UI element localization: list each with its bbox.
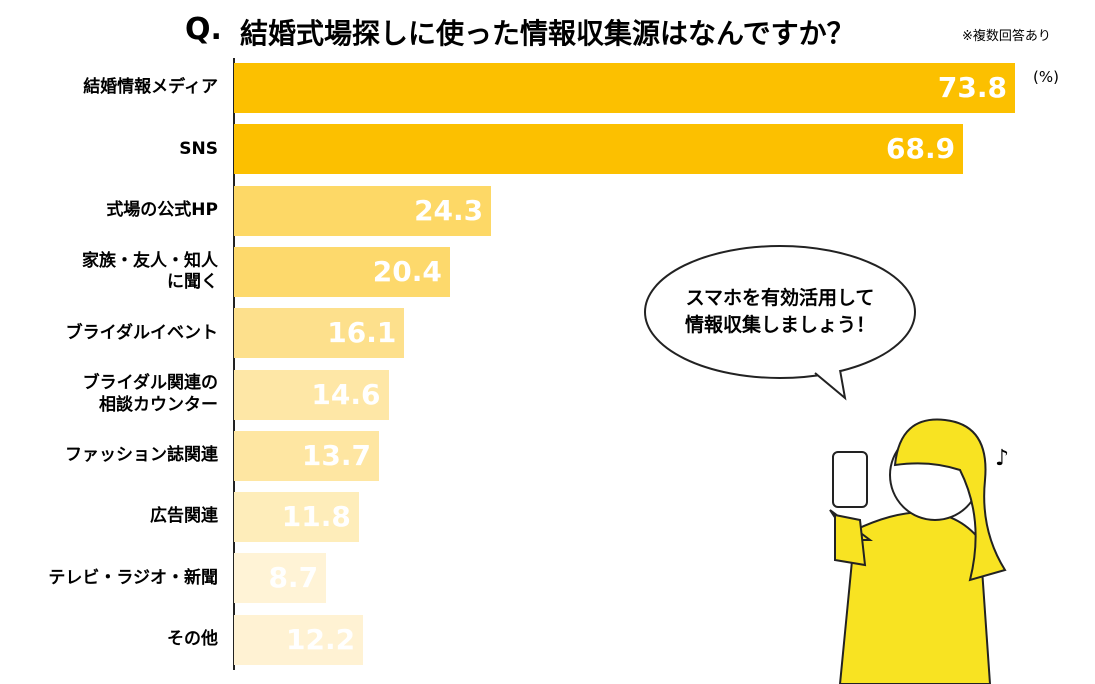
category-label: 結婚情報メディア <box>83 77 218 98</box>
bar <box>234 124 964 175</box>
bar <box>234 553 327 604</box>
value-label: 14.6 <box>311 377 381 411</box>
bubble-tail <box>814 369 847 401</box>
value-label: 73.8 <box>937 71 1007 104</box>
value-label: 11.8 <box>281 500 351 534</box>
value-label: 20.4 <box>372 254 442 288</box>
value-label: 13.7 <box>301 438 371 472</box>
category-label: 式場の公式HP <box>106 199 218 220</box>
axis-line <box>233 58 235 670</box>
hair <box>893 418 1007 582</box>
category-label: 広告関連 <box>150 506 218 527</box>
category-label: 家族・友人・知人 に聞く <box>82 250 218 292</box>
category-label: その他 <box>167 629 218 650</box>
bar <box>234 185 492 236</box>
unit: (%) <box>1033 68 1059 86</box>
category-label: ブライダルイベント <box>65 322 218 343</box>
bar <box>234 63 1015 113</box>
bar <box>234 369 389 420</box>
illustration: ♪ <box>644 245 1009 684</box>
speech-bubble <box>644 245 916 379</box>
hand <box>834 513 867 567</box>
bar <box>234 614 364 665</box>
title-prefix: Q. <box>185 12 222 47</box>
chart-title: 結婚式場探しに使った情報収集源はなんですか？ <box>240 17 855 50</box>
value-label: 24.3 <box>414 193 484 227</box>
value-label: 16.1 <box>327 316 397 350</box>
category-label: テレビ・ラジオ・新聞 <box>48 567 218 588</box>
note: ※複数回答あり <box>962 29 1051 44</box>
bar <box>234 308 405 359</box>
category-label: ファッション誌関連 <box>65 445 218 466</box>
bar <box>234 492 359 543</box>
category-label: SNS <box>179 138 218 159</box>
bar <box>234 430 379 481</box>
category-label: ブライダル関連の 相談カウンター <box>82 373 218 415</box>
phone <box>832 451 868 508</box>
value-label: 8.7 <box>268 561 319 595</box>
bubble-text: スマホを有効活用して 情報収集しましょう！ <box>684 287 875 336</box>
music-note: ♪ <box>995 446 1009 471</box>
bar <box>234 246 450 297</box>
value-label: 12.2 <box>286 622 356 656</box>
value-label: 68.9 <box>886 132 956 166</box>
